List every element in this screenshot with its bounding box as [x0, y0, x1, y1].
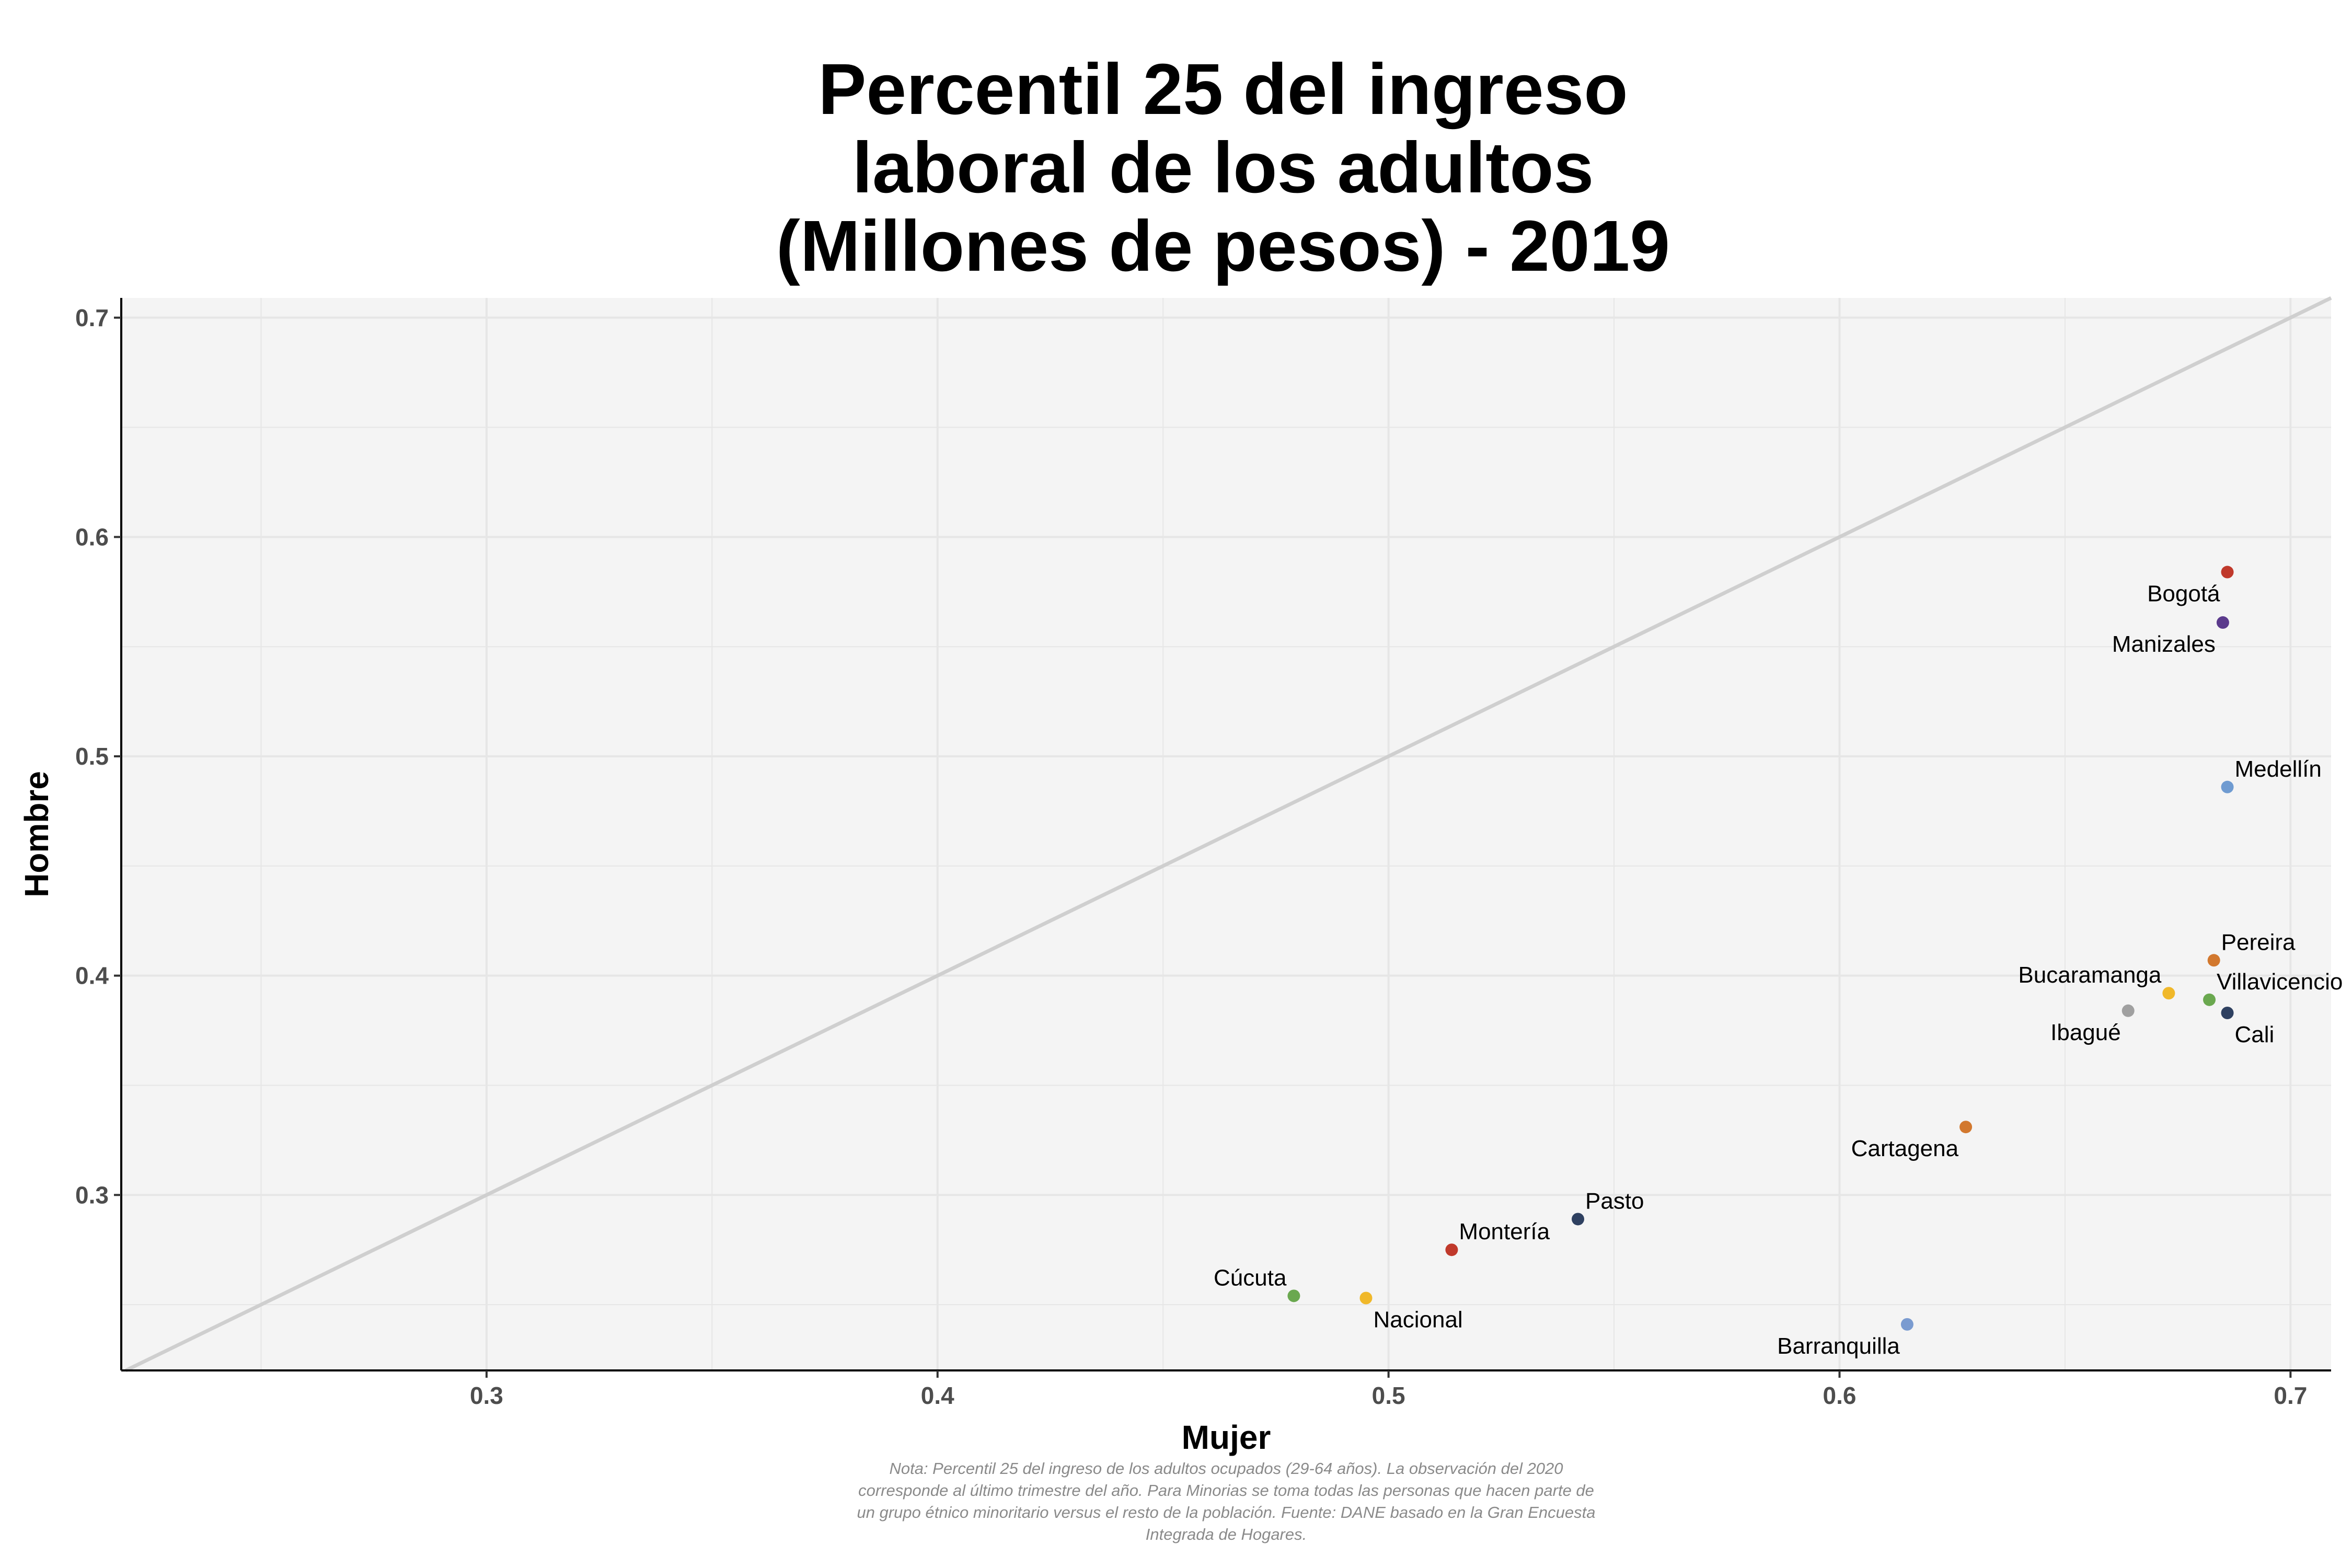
- data-point: [2122, 1004, 2135, 1017]
- data-point: [2207, 954, 2220, 967]
- data-point-label: Cali: [2235, 1022, 2275, 1047]
- identity-reference-line: [125, 296, 2332, 1373]
- y-tick-label: 0.6: [75, 523, 109, 550]
- data-point: [1445, 1243, 1458, 1256]
- data-point: [2221, 1007, 2234, 1019]
- data-point: [2203, 993, 2216, 1006]
- footnote-line-2: corresponde al último trimestre del año.…: [858, 1481, 1594, 1500]
- data-point-label: Nacional: [1373, 1307, 1462, 1333]
- chart-title-line-2: laboral de los adultos: [852, 128, 1594, 208]
- data-point-label: Pereira: [2221, 929, 2296, 955]
- data-point: [2162, 987, 2175, 1000]
- data-point-label: Villavicencio: [2217, 969, 2343, 995]
- chart-title: Percentil 25 del ingreso laboral de los …: [776, 49, 1670, 286]
- data-point-label: Cartagena: [1851, 1136, 1959, 1161]
- data-point: [1572, 1213, 1585, 1226]
- data-points: [1287, 566, 2234, 1331]
- footnote-line-3: un grupo étnico minoritario versus el re…: [857, 1503, 1595, 1521]
- x-tick-label: 0.7: [2274, 1382, 2307, 1409]
- footnote-line-1: Nota: Percentil 25 del ingreso de los ad…: [889, 1459, 1563, 1478]
- data-point-label: Montería: [1459, 1219, 1550, 1244]
- data-point: [2216, 616, 2229, 629]
- x-tick-label: 0.6: [1823, 1382, 1857, 1409]
- y-axis-title: Hombre: [18, 771, 55, 897]
- data-point-label: Pasto: [1585, 1188, 1644, 1214]
- y-tick-label: 0.7: [75, 304, 109, 331]
- data-point: [2221, 566, 2234, 579]
- data-point-label: Cúcuta: [1214, 1265, 1287, 1290]
- data-point-labels: Bogotá Manizales Medellín Pereira Villavicen…: [1214, 581, 2343, 1359]
- y-axis-ticks: 0.3 0.4 0.5 0.6 0.7: [75, 304, 121, 1208]
- data-point: [1959, 1121, 1973, 1134]
- data-point: [1287, 1289, 1300, 1302]
- data-point-label: Ibagué: [2050, 1020, 2121, 1045]
- y-tick-label: 0.4: [75, 962, 109, 989]
- x-tick-label: 0.5: [1372, 1382, 1405, 1409]
- x-axis-ticks: 0.3 0.4 0.5 0.6 0.7: [470, 1370, 2307, 1409]
- data-point-label: Manizales: [2112, 631, 2216, 657]
- data-point-label: Barranquilla: [1777, 1333, 1900, 1359]
- data-point: [2221, 780, 2234, 793]
- grid-lines: [121, 298, 2331, 1370]
- x-tick-label: 0.4: [921, 1382, 954, 1409]
- data-point-label: Medellín: [2235, 756, 2322, 782]
- x-axis-title: Mujer: [1182, 1419, 1271, 1456]
- y-tick-label: 0.3: [75, 1181, 109, 1208]
- chart-title-line-1: Percentil 25 del ingreso: [818, 49, 1628, 130]
- footnote-line-4: Integrada de Hogares.: [1146, 1525, 1307, 1543]
- data-point: [1359, 1292, 1373, 1305]
- x-tick-label: 0.3: [470, 1382, 503, 1409]
- chart-title-line-3: (Millones de pesos) - 2019: [776, 206, 1670, 286]
- footnote: Nota: Percentil 25 del ingreso de los ad…: [857, 1459, 1595, 1543]
- data-point-label: Bogotá: [2147, 581, 2220, 607]
- data-point: [1900, 1318, 1913, 1331]
- data-point-label: Bucaramanga: [2018, 962, 2161, 988]
- y-tick-label: 0.5: [75, 743, 109, 770]
